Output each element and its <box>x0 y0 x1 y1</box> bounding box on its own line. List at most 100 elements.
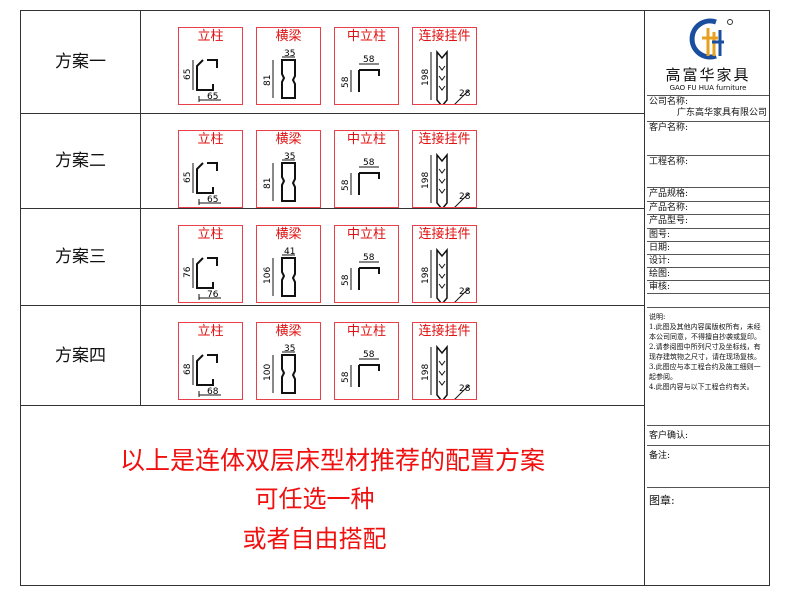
dimension-label: 65 <box>183 69 193 80</box>
profile-card: 横梁 35 100 <box>256 322 321 400</box>
profile-card: 立柱 68 68 <box>178 322 243 400</box>
profile-card: 中立柱 58 58 <box>334 130 399 208</box>
profile-card: 连接挂件 198 28 <box>412 225 477 303</box>
dimension-label: 106 <box>263 267 273 284</box>
profile-title: 中立柱 <box>346 324 386 339</box>
profile-card: 横梁 41 106 <box>256 225 321 303</box>
dimension-label: 198 <box>421 172 431 189</box>
remark-field: 备注: <box>647 446 769 488</box>
review-field: 审核: <box>647 281 769 294</box>
profile-title: 连接挂件 <box>418 29 471 44</box>
profile-card: 中立柱 58 58 <box>334 27 399 105</box>
scheme-row: 方案一 立柱 65 65 横梁 35 81 中立柱 58 58 连接挂件 198 28 <box>21 11 644 114</box>
summary-line-2: 可任选一种 <box>254 485 375 513</box>
dimension-label: 198 <box>421 69 431 86</box>
date-field: 日期: <box>647 242 769 255</box>
title-block: 高富华家具 GAO FU HUA furniture 公司名称: 广东高华家具有限… <box>647 11 769 585</box>
scheme-row: 方案三 立柱 76 76 横梁 41 106 中立柱 58 58 连接挂件 198 28 <box>21 209 644 306</box>
logo: 高富华家具 GAO FU HUA furniture <box>647 11 769 96</box>
profile-card: 横梁 35 81 <box>256 27 321 105</box>
dimension-label: 35 <box>284 152 295 162</box>
note-item: 3.此图应与本工程合约及施工细则一起参阅。 <box>649 363 761 381</box>
profile-card: 中立柱 58 58 <box>334 225 399 303</box>
dimension-label: 58 <box>363 253 375 263</box>
spec-field: 产品规格: <box>647 188 769 202</box>
profile-title: 中立柱 <box>346 227 386 242</box>
profile-title: 连接挂件 <box>418 324 471 339</box>
scheme-label: 方案四 <box>21 306 141 405</box>
profile-card: 中立柱 58 58 <box>334 322 399 400</box>
notes-title: 说明: <box>649 313 666 321</box>
logo-cn: 高富华家具 <box>665 66 751 84</box>
dimension-label: 65 <box>207 195 218 205</box>
scheme-label: 方案三 <box>21 209 141 305</box>
dimension-label: 28 <box>459 192 471 202</box>
dimension-label: 76 <box>183 266 193 278</box>
dimension-label: 28 <box>459 384 471 394</box>
profile-title: 横梁 <box>275 324 302 339</box>
dimension-label: 58 <box>341 371 351 383</box>
customer-confirm-field: 客户确认: <box>647 426 769 446</box>
dimension-label: 58 <box>363 55 375 65</box>
dimension-label: 198 <box>421 364 431 381</box>
profile-title: 连接挂件 <box>418 227 471 242</box>
dimension-label: 28 <box>459 287 471 297</box>
seal-field: 图章: <box>649 494 675 507</box>
draw-field: 绘图: <box>647 268 769 281</box>
profile-card: 立柱 76 76 <box>178 225 243 303</box>
design-field: 设计: <box>647 255 769 268</box>
dimension-label: 81 <box>263 178 273 189</box>
dimension-label: 68 <box>207 387 219 397</box>
profile-title: 中立柱 <box>346 132 386 147</box>
profile-title: 立柱 <box>197 324 224 339</box>
summary-text: 以上是连体双层床型材推荐的配置方案 可任选一种 或者自由搭配 <box>21 406 644 586</box>
dimension-label: 58 <box>341 76 351 88</box>
dimension-label: 65 <box>183 172 193 183</box>
dimension-label: 58 <box>341 179 351 191</box>
dimension-label: 35 <box>284 344 295 354</box>
scheme-row: 方案二 立柱 65 65 横梁 35 81 中立柱 58 58 连接挂件 198 28 <box>21 114 644 209</box>
dimension-label: 35 <box>284 49 295 59</box>
profile-title: 立柱 <box>197 132 224 147</box>
company-value: 广东高华家具有限公司 <box>676 108 767 118</box>
profile-title: 连接挂件 <box>418 132 471 147</box>
profile-card: 横梁 35 81 <box>256 130 321 208</box>
profile-title: 横梁 <box>275 132 302 147</box>
profile-card: 连接挂件 198 28 <box>412 130 477 208</box>
summary-line-3: 或者自由搭配 <box>242 525 387 553</box>
scheme-table: 以上是连体双层床型材推荐的配置方案 可任选一种 或者自由搭配 方案一 立柱 65 65… <box>21 11 645 585</box>
profile-card: 连接挂件 198 28 <box>412 27 477 105</box>
profile-title: 立柱 <box>197 227 224 242</box>
drawing-frame: 以上是连体双层床型材推荐的配置方案 可任选一种 或者自由搭配 方案一 立柱 65 65… <box>20 10 770 586</box>
scheme-label: 方案一 <box>21 11 141 113</box>
project-name-field: 工程名称: <box>647 156 769 188</box>
scheme-label: 方案二 <box>21 114 141 208</box>
summary-line-1: 以上是连体双层床型材推荐的配置方案 <box>119 446 545 475</box>
profile-card: 立柱 65 65 <box>178 27 243 105</box>
note-item: 4.此图内容与以下工程合约有关。 <box>649 383 754 391</box>
dimension-label: 81 <box>263 75 273 86</box>
customer-name-field: 客户名称: <box>647 122 769 156</box>
profile-title: 立柱 <box>197 29 224 44</box>
dimension-label: 58 <box>363 350 375 360</box>
drawing-no-field: 图号: <box>647 229 769 242</box>
profile-card: 立柱 65 65 <box>178 130 243 208</box>
notes: 说明: 1.此图及其他内容属版权所有，未经本公司同意，不得擅自抄袭或复印。 2.请… <box>647 308 769 426</box>
dimension-label: 58 <box>341 274 351 286</box>
note-item: 2.请参阅图中所列尺寸及坐标线，有现存建筑物之尺寸，请在现场复核。 <box>649 343 761 361</box>
dimension-label: 58 <box>363 158 375 168</box>
profile-title: 中立柱 <box>346 29 386 44</box>
dimension-label: 68 <box>183 363 193 375</box>
dimension-label: 41 <box>284 247 295 257</box>
dimension-label: 28 <box>459 89 471 99</box>
profile-card: 连接挂件 198 28 <box>412 322 477 400</box>
logo-en: GAO FU HUA furniture <box>669 84 747 92</box>
dimension-label: 198 <box>421 267 431 284</box>
product-name-field: 产品名称: <box>647 202 769 215</box>
profile-title: 横梁 <box>275 29 302 44</box>
blank-field <box>647 294 769 308</box>
scheme-row: 方案四 立柱 68 68 横梁 35 100 中立柱 58 58 连接挂件 198 28 <box>21 306 644 406</box>
dimension-label: 65 <box>207 92 218 102</box>
dimension-label: 76 <box>207 290 219 300</box>
logo-mark-icon <box>689 18 733 60</box>
